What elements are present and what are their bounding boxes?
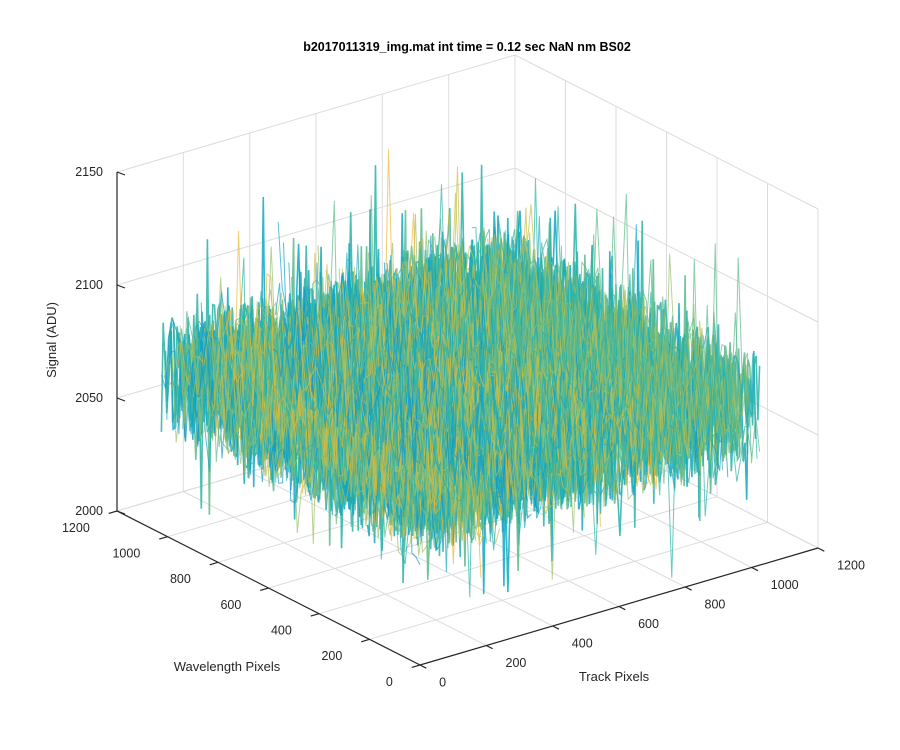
x-tick	[618, 605, 626, 611]
y-tick	[260, 587, 269, 591]
z-tick	[116, 397, 126, 402]
grid-line	[514, 54, 819, 210]
z-tick	[116, 171, 126, 176]
x-tick-label: 600	[638, 617, 659, 631]
y-tick-label: 400	[271, 624, 292, 638]
axes	[108, 171, 825, 669]
grid-line	[514, 167, 819, 323]
z-tick	[116, 284, 126, 289]
x-tick-label: 400	[572, 637, 593, 651]
x-tick	[751, 566, 759, 572]
x-tick	[419, 664, 427, 669]
grid-line	[116, 54, 516, 173]
y-tick	[159, 536, 168, 540]
z-tick-label: 2050	[75, 391, 103, 405]
x-tick	[552, 625, 560, 630]
surface-plot	[160, 149, 761, 598]
x-tick-label: 200	[506, 656, 527, 670]
y-tick-label: 600	[220, 598, 241, 612]
chart-title: b2017011319_img.mat int time = 0.12 sec …	[303, 40, 631, 54]
x-axis-label: Track Pixels	[579, 669, 650, 684]
surface-column	[431, 234, 692, 471]
y-axis-label: Wavelength Pixels	[174, 659, 281, 674]
y-tick-label: 0	[386, 675, 393, 689]
x-tick-label: 800	[705, 598, 726, 612]
y-tick	[209, 561, 219, 566]
surface-column	[497, 217, 758, 482]
y-tick-label: 1200	[62, 521, 90, 535]
surface-column	[500, 193, 761, 464]
y-tick	[310, 613, 320, 617]
z-tick-label: 2100	[75, 278, 103, 292]
y-tick	[361, 638, 370, 643]
x-tick	[486, 644, 493, 650]
z-tick-label: 2150	[75, 165, 103, 179]
z-tick-label: 2000	[75, 504, 103, 518]
y-tick-label: 1000	[112, 547, 140, 561]
z-tick	[116, 510, 126, 515]
x-tick	[817, 547, 825, 552]
tick-labels: 0 200 400 600 800 1000 1200 0 200 400 600 800 1000 12…	[62, 165, 865, 690]
z-axis-label: Signal (ADU)	[44, 302, 59, 378]
x-tick-label: 1200	[837, 559, 865, 573]
y-tick-label: 200	[321, 649, 342, 663]
y-tick	[411, 664, 421, 668]
x-tick	[685, 586, 692, 591]
grid-line	[116, 167, 516, 286]
y-tick	[108, 510, 118, 514]
y-tick-label: 800	[170, 572, 191, 586]
grid-line	[369, 521, 768, 640]
x-tick-label: 1000	[771, 578, 799, 592]
x-tick-label: 0	[439, 676, 446, 690]
